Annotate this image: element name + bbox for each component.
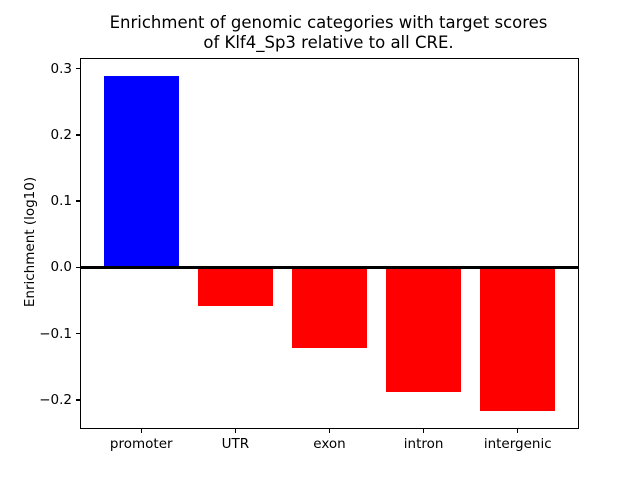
x-tick-mark-UTR bbox=[234, 429, 237, 433]
y-tick-mark-1 bbox=[76, 134, 80, 136]
y-tick-label-4: −0.1 bbox=[39, 325, 72, 342]
y-tick-mark-4 bbox=[76, 332, 80, 335]
x-tick-mark-promoter bbox=[140, 429, 142, 433]
x-tick-mark-intergenic bbox=[517, 429, 519, 433]
y-tick-label-0: 0.3 bbox=[50, 60, 72, 77]
bar-UTR bbox=[197, 267, 274, 306]
x-tick-mark-intron bbox=[422, 429, 425, 433]
x-tick-label-exon: exon bbox=[313, 436, 346, 452]
plot-area: 0.3 0.2 0.1 0.0 −0.1 −0.2 promoter UTR exon intro… bbox=[39, 58, 579, 452]
y-tick-label-5: −0.2 bbox=[39, 391, 72, 408]
y-tick-label-3: 0.0 bbox=[50, 259, 72, 276]
x-tick-mark-exon bbox=[328, 429, 331, 433]
y-tick-mark-2 bbox=[76, 200, 80, 202]
zero-line bbox=[81, 265, 578, 269]
chart-title: Enrichment of genomic categories with ta… bbox=[109, 13, 548, 52]
bar-intergenic bbox=[480, 267, 556, 412]
x-tick-label-intergenic: intergenic bbox=[483, 436, 552, 452]
x-tick-label-intron: intron bbox=[403, 436, 444, 452]
bar-promoter bbox=[103, 75, 179, 268]
y-tick-mark-5 bbox=[76, 399, 80, 401]
y-tick-mark-0 bbox=[76, 67, 80, 70]
bar-exon bbox=[291, 267, 368, 348]
y-tick-label-1: 0.2 bbox=[50, 126, 72, 143]
y-tick-mark-3 bbox=[76, 266, 80, 269]
y-tick-label-2: 0.1 bbox=[50, 193, 72, 210]
x-tick-label-UTR: UTR bbox=[221, 436, 250, 452]
bar-intron bbox=[385, 267, 462, 392]
x-tick-label-promoter: promoter bbox=[109, 436, 173, 452]
